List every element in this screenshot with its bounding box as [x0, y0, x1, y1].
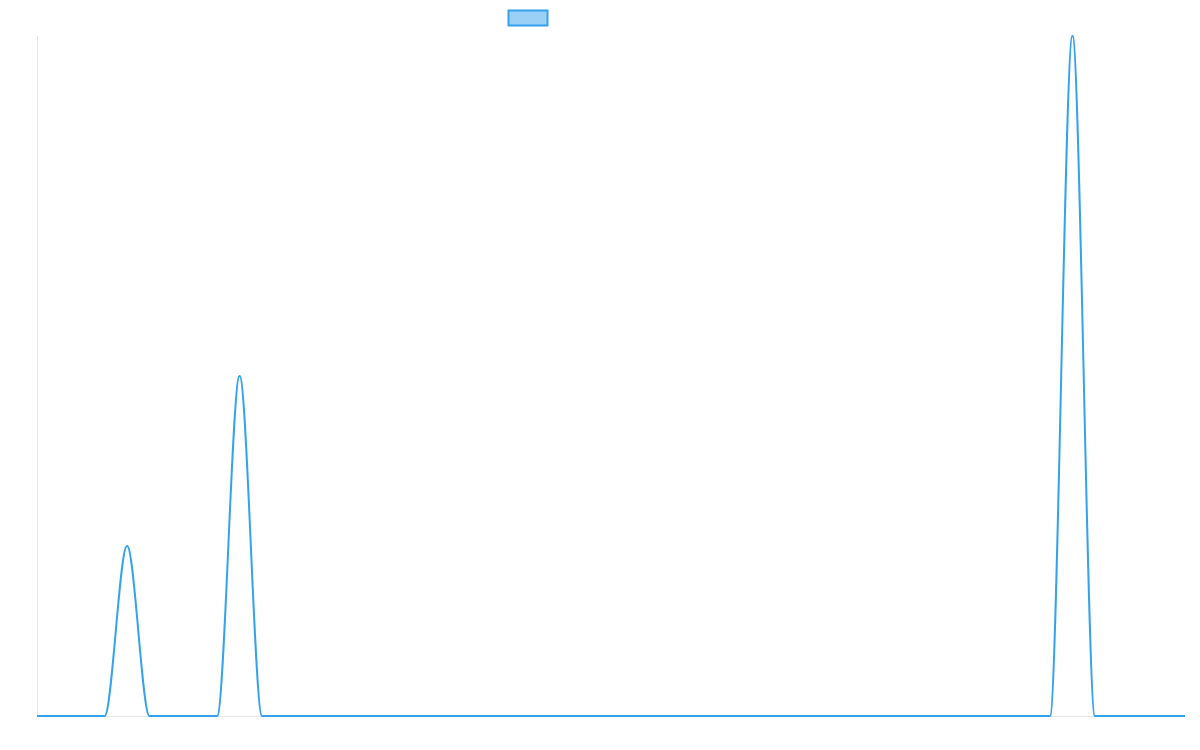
- data-point[interactable]: [709, 713, 715, 719]
- data-point[interactable]: [1092, 713, 1098, 719]
- data-point[interactable]: [417, 713, 423, 719]
- data-point[interactable]: [192, 713, 198, 719]
- data-point[interactable]: [687, 713, 693, 719]
- data-point[interactable]: [124, 543, 130, 549]
- data-point[interactable]: [169, 713, 175, 719]
- data-point[interactable]: [304, 713, 310, 719]
- data-point[interactable]: [79, 713, 85, 719]
- data-point[interactable]: [777, 713, 783, 719]
- data-point[interactable]: [957, 713, 963, 719]
- data-point[interactable]: [507, 713, 513, 719]
- data-point[interactable]: [1047, 713, 1053, 719]
- data-point[interactable]: [102, 713, 108, 719]
- data-point[interactable]: [34, 713, 40, 719]
- data-point[interactable]: [57, 713, 63, 719]
- data-point[interactable]: [552, 713, 558, 719]
- data-point[interactable]: [1114, 713, 1120, 719]
- data-point[interactable]: [1182, 713, 1188, 719]
- data-point[interactable]: [754, 713, 760, 719]
- data-point[interactable]: [214, 713, 220, 719]
- data-point[interactable]: [372, 713, 378, 719]
- data-point[interactable]: [912, 713, 918, 719]
- data-point[interactable]: [889, 713, 895, 719]
- data-point[interactable]: [979, 713, 985, 719]
- data-point[interactable]: [282, 713, 288, 719]
- data-point[interactable]: [732, 713, 738, 719]
- data-point[interactable]: [597, 713, 603, 719]
- data-point[interactable]: [1137, 713, 1143, 719]
- data-point[interactable]: [484, 713, 490, 719]
- data-point[interactable]: [1159, 713, 1165, 719]
- legend-swatch[interactable]: [507, 9, 549, 27]
- data-point[interactable]: [642, 713, 648, 719]
- data-point[interactable]: [439, 713, 445, 719]
- data-point[interactable]: [934, 713, 940, 719]
- data-point[interactable]: [844, 713, 850, 719]
- data-point[interactable]: [664, 713, 670, 719]
- data-point[interactable]: [799, 713, 805, 719]
- data-point[interactable]: [867, 713, 873, 719]
- data-point[interactable]: [349, 713, 355, 719]
- data-point[interactable]: [394, 713, 400, 719]
- data-point[interactable]: [1069, 33, 1075, 39]
- data-point[interactable]: [1024, 713, 1030, 719]
- data-point[interactable]: [1002, 713, 1008, 719]
- data-point[interactable]: [529, 713, 535, 719]
- data-point[interactable]: [259, 713, 265, 719]
- data-point[interactable]: [327, 713, 333, 719]
- data-point[interactable]: [147, 713, 153, 719]
- data-point[interactable]: [574, 713, 580, 719]
- data-point[interactable]: [462, 713, 468, 719]
- series-line: [37, 34, 1185, 717]
- data-point[interactable]: [822, 713, 828, 719]
- data-point[interactable]: [619, 713, 625, 719]
- data-point[interactable]: [237, 373, 243, 379]
